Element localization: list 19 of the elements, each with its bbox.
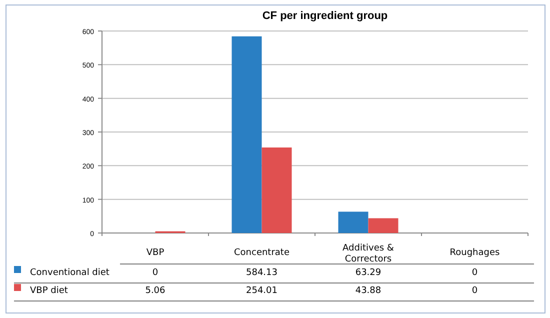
x-tick-label: Additives & Correctors xyxy=(342,244,394,264)
x-tick-label: VBP xyxy=(146,248,165,258)
data-label: 0 xyxy=(472,268,478,278)
data-label: 43.88 xyxy=(355,286,382,296)
x-tick-label: Roughages xyxy=(450,248,500,258)
legend-label: VBP diet xyxy=(30,286,68,296)
bar xyxy=(262,147,292,233)
data-label: 0 xyxy=(152,268,158,278)
x-tick-label: Concentrate xyxy=(234,248,290,258)
bar xyxy=(232,36,262,233)
data-label: 254.01 xyxy=(246,286,278,296)
data-label: 0 xyxy=(472,286,478,296)
data-label: 63.29 xyxy=(355,268,382,278)
bar xyxy=(338,212,368,233)
legend-label: Conventional diet xyxy=(30,268,110,278)
chart-title: CF per ingredient group xyxy=(262,10,388,22)
bar xyxy=(368,218,398,233)
data-label: 584.13 xyxy=(246,268,278,278)
data-label: 5.06 xyxy=(145,286,166,296)
